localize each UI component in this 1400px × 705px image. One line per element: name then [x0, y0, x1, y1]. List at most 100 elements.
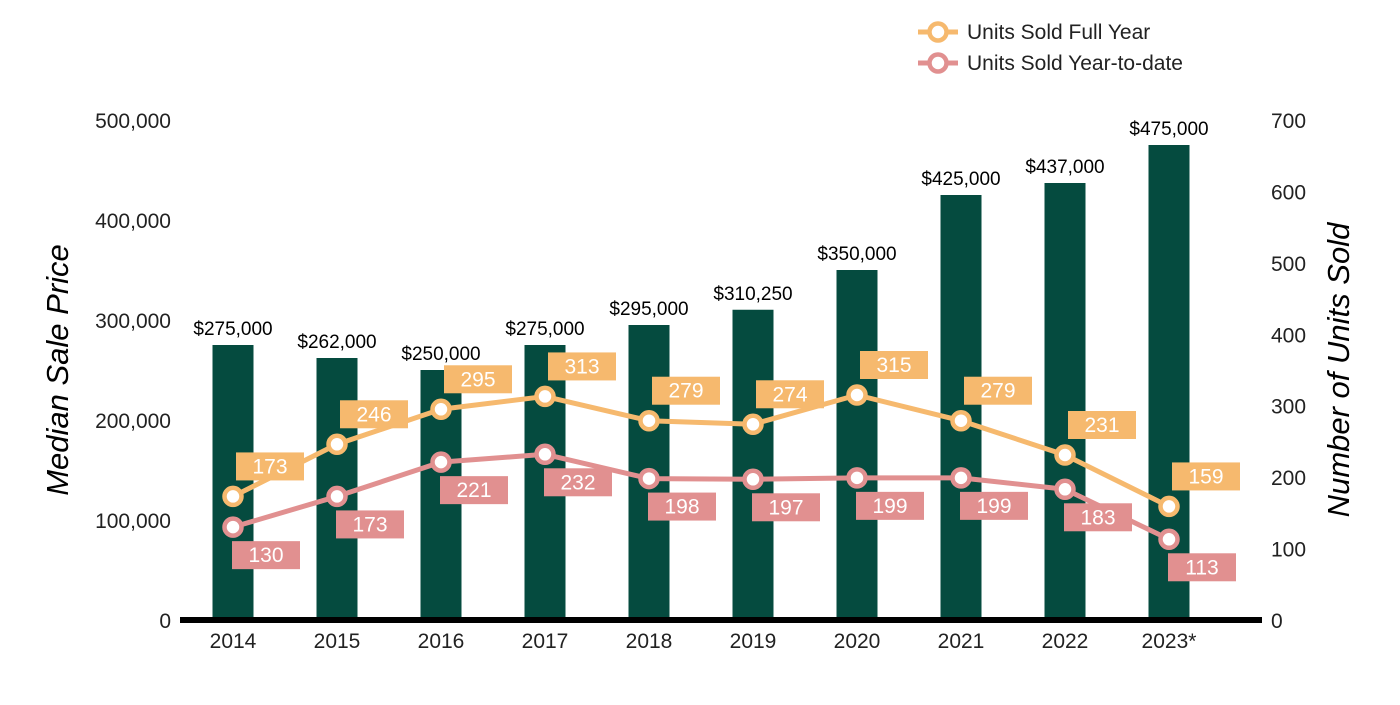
bar-value-label: $262,000: [297, 332, 376, 353]
full-year-point: [1158, 495, 1180, 518]
y-tick-label: 400,000: [95, 210, 171, 233]
legend-ytd-swatch-marker: [927, 52, 949, 74]
full-year-value-label: 315: [876, 354, 911, 377]
x-tick-label: 2021: [938, 630, 985, 653]
ytd-value-label: 199: [872, 495, 907, 518]
ytd-label-box: [544, 468, 612, 497]
full-year-point: [222, 485, 244, 508]
full-year-point: [430, 398, 452, 421]
legend-ytd-label: Units Sold Year-to-date: [967, 52, 1183, 75]
full-year-label-box: [340, 400, 408, 429]
median-price-bar: [732, 309, 774, 620]
bar-value-label: $250,000: [401, 344, 480, 365]
median-price-bar: [836, 270, 878, 620]
bar-value-label: $275,000: [193, 319, 272, 340]
median-price-bar: [212, 345, 254, 620]
full-year-value-label: 295: [460, 368, 495, 391]
ytd-point: [950, 467, 972, 489]
full-year-value-label: 173: [252, 455, 287, 478]
ytd-point: [1054, 478, 1076, 501]
y-tick-label: 300,000: [95, 310, 171, 333]
full-year-point: [950, 409, 972, 432]
y2-tick-label: 400: [1271, 324, 1306, 347]
y2-axis-title: Number of Units Sold: [1321, 221, 1356, 517]
x-tick-label: 2018: [626, 630, 673, 653]
ytd-value-label: 173: [352, 513, 387, 536]
ytd-point: [1158, 528, 1180, 551]
full-year-label-box: [1068, 411, 1136, 439]
bar-value-label: $350,000: [817, 244, 896, 265]
full-year-label-box: [1172, 462, 1240, 491]
ytd-value-label: 130: [248, 544, 283, 567]
ytd-point: [742, 468, 764, 491]
ytd-label-box: [960, 491, 1028, 520]
y2-tick-label: 100: [1271, 539, 1306, 562]
ytd-point: [846, 467, 868, 489]
x-tick-label: 2020: [834, 630, 881, 653]
ytd-value-label: 199: [976, 495, 1011, 518]
full-year-value-label: 159: [1188, 465, 1223, 488]
full-year-label-box: [444, 365, 512, 394]
ytd-point: [326, 485, 348, 508]
legend-full-year-swatch-marker: [927, 21, 949, 43]
y-tick-label: 0: [159, 610, 171, 633]
full-year-value-label: 274: [772, 383, 807, 406]
y2-tick-label: 300: [1271, 396, 1306, 419]
ytd-point: [430, 451, 452, 473]
y-axis-title: Median Sale Price: [40, 244, 75, 496]
full-year-value-label: 279: [980, 380, 1015, 403]
x-tick-label: 2019: [730, 630, 777, 653]
median-price-bar: [1044, 183, 1086, 620]
full-year-label-box: [236, 452, 304, 481]
ytd-label-box: [752, 493, 820, 522]
x-tick-label: 2022: [1042, 630, 1089, 653]
x-tick-label: 2023*: [1142, 630, 1197, 653]
y-tick-label: 100,000: [95, 510, 171, 533]
full-year-label-box: [964, 376, 1032, 405]
full-year-value-label: 279: [668, 380, 703, 403]
y2-tick-label: 200: [1271, 467, 1306, 490]
full-year-point: [1054, 444, 1076, 466]
ytd-point: [638, 467, 660, 490]
ytd-value-label: 232: [560, 471, 595, 494]
full-year-value-label: 231: [1084, 414, 1119, 437]
bar-value-label: $475,000: [1129, 119, 1208, 140]
ytd-value-label: 113: [1185, 556, 1218, 579]
bar-value-label: $275,000: [505, 319, 584, 340]
full-year-point: [326, 433, 348, 456]
ytd-value-label: 221: [456, 479, 491, 502]
y2-tick-label: 0: [1271, 610, 1283, 633]
y-tick-label: 500,000: [95, 110, 171, 133]
full-year-point: [534, 385, 556, 408]
y2-tick-label: 700: [1271, 110, 1306, 133]
bar-value-label: $310,250: [713, 284, 792, 305]
ytd-point: [534, 443, 556, 466]
x-tick-label: 2016: [418, 630, 465, 653]
x-tick-label: 2017: [522, 630, 569, 653]
x-tick-label: 2014: [210, 630, 257, 653]
full-year-label-box: [652, 376, 720, 405]
ytd-value-label: 183: [1080, 506, 1115, 529]
ytd-point: [222, 516, 244, 538]
full-year-point: [638, 409, 660, 432]
full-year-label-box: [756, 380, 824, 409]
full-year-label-box: [860, 351, 928, 379]
ytd-label-box: [648, 492, 716, 521]
ytd-label-box: [856, 491, 924, 520]
ytd-label-box: [1168, 553, 1236, 582]
bar-value-label: $425,000: [921, 169, 1000, 190]
y-tick-label: 200,000: [95, 410, 171, 433]
y2-tick-label: 600: [1271, 181, 1306, 204]
units-sold-ytd-line: [232, 451, 1171, 542]
full-year-value-label: 313: [564, 355, 599, 378]
bar-value-label: $437,000: [1025, 157, 1104, 178]
legend-full-year-label: Units Sold Full Year: [967, 21, 1150, 44]
full-year-point: [742, 413, 764, 436]
ytd-label-box: [1064, 503, 1132, 532]
full-year-label-box: [548, 352, 616, 381]
bar-value-label: $295,000: [609, 299, 688, 320]
full-year-point: [846, 384, 868, 406]
full-year-value-label: 246: [356, 403, 391, 426]
